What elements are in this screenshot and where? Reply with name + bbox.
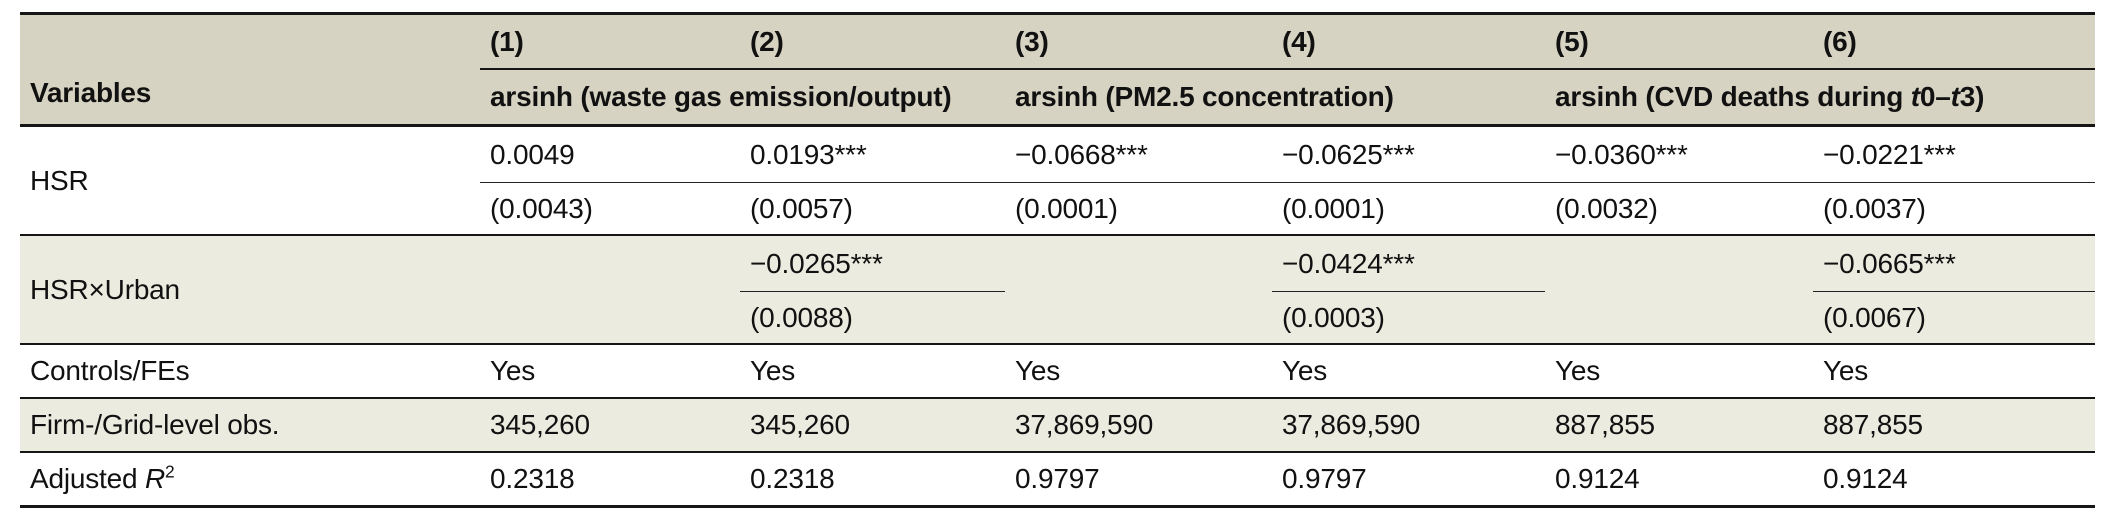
adj-r2-c5: 0.9124 xyxy=(1555,463,1640,494)
controls-row: Controls/FEs Yes Yes Yes Yes Yes Yes xyxy=(20,344,2095,399)
hsr-urban-coef-c2: −0.0265*** xyxy=(740,235,1005,292)
hsr-se-c5: (0.0032) xyxy=(1545,182,1813,236)
obs-c6: 887,855 xyxy=(1813,398,2095,453)
controls-c6: Yes xyxy=(1813,344,2095,399)
row-label-hsr: HSR xyxy=(20,125,480,236)
hsr-se-c4: (0.0001) xyxy=(1272,182,1545,236)
adj-r2-exponent: 2 xyxy=(164,461,175,482)
variables-header: Variables xyxy=(20,13,480,127)
group-cvd-close: 3) xyxy=(1959,81,1985,112)
adj-r2-c2: 0.2318 xyxy=(750,463,835,494)
row-label-controls: Controls/FEs xyxy=(20,344,480,399)
col-header-1: (1) xyxy=(480,13,740,70)
hsr-coef-c3: −0.0668*** xyxy=(1005,125,1272,183)
adj-r2-c4: 0.9797 xyxy=(1282,463,1367,494)
hsr-urban-se-c2: (0.0088) xyxy=(740,291,1005,345)
obs-c2: 345,260 xyxy=(740,398,1005,453)
hsr-urban-coef-c6: −0.0665*** xyxy=(1813,235,2095,292)
hsr-urban-coef-row: HSR×Urban −0.0265*** −0.0424*** −0.0665*… xyxy=(20,235,2095,345)
hsr-se-row: (0.0043) (0.0057) (0.0001) (0.0001) (0.0… xyxy=(20,182,2095,236)
controls-c3: Yes xyxy=(1005,344,1272,399)
hsr-coef-c2: 0.0193*** xyxy=(740,125,1005,183)
hsr-urban-coef-c4: −0.0424*** xyxy=(1272,235,1545,292)
hsr-se-c3: (0.0001) xyxy=(1005,182,1272,236)
hsr-se-c1: (0.0043) xyxy=(480,182,740,236)
adj-r2-text: Adjusted xyxy=(30,463,145,494)
hsr-coef-row: HSR 0.0049 0.0193*** −0.0668*** −0.0625*… xyxy=(20,125,2095,236)
group-header-cvd: arsinh (CVD deaths during t0–t3) xyxy=(1545,69,2095,127)
observations-row: Firm-/Grid-level obs. 345,260 345,260 37… xyxy=(20,398,2095,453)
col-header-6: (6) xyxy=(1813,13,2095,70)
col-header-5: (5) xyxy=(1545,13,1813,70)
group-cvd-t0: t xyxy=(1910,81,1920,112)
hsr-urban-se-c5 xyxy=(1545,291,1813,345)
hsr-urban-coef-c3 xyxy=(1005,235,1272,292)
adj-r2-c3: 0.9797 xyxy=(1015,463,1100,494)
group-cvd-dash: 0– xyxy=(1919,81,1951,112)
group-cvd-text: arsinh (CVD deaths during xyxy=(1555,81,1911,112)
hsr-coef-c1: 0.0049 xyxy=(480,125,740,183)
obs-c1: 345,260 xyxy=(480,398,740,453)
group-cvd-t3: t xyxy=(1950,81,1960,112)
dep-var-group-row: arsinh (waste gas emission/output) arsin… xyxy=(20,69,2095,127)
hsr-urban-coef-c5 xyxy=(1545,235,1813,292)
hsr-se-c6: (0.0037) xyxy=(1813,182,2095,236)
adj-r2-c1: 0.2318 xyxy=(490,463,575,494)
obs-c3: 37,869,590 xyxy=(1005,398,1272,453)
hsr-urban-se-c3 xyxy=(1005,291,1272,345)
controls-c2: Yes xyxy=(740,344,1005,399)
adj-r2-c6: 0.9124 xyxy=(1823,463,1908,494)
column-number-row: Variables (1) (2) (3) (4) (5) (6) xyxy=(20,13,2095,127)
controls-c1: Yes xyxy=(480,344,740,399)
obs-c5: 887,855 xyxy=(1545,398,1813,453)
hsr-urban-se-c4: (0.0003) xyxy=(1272,291,1545,345)
hsr-urban-se-c1 xyxy=(480,291,740,345)
controls-c5: Yes xyxy=(1545,344,1813,399)
hsr-coef-c4: −0.0625*** xyxy=(1272,125,1545,183)
row-label-adjusted-r2: Adjusted R2 xyxy=(20,452,480,507)
group-header-waste-gas: arsinh (waste gas emission/output) xyxy=(480,69,1005,127)
hsr-coef-c5: −0.0360*** xyxy=(1545,125,1813,183)
adjusted-r2-row: Adjusted R2 0.2318 0.2318 0.9797 0.9797 … xyxy=(20,452,2095,507)
obs-c4: 37,869,590 xyxy=(1272,398,1545,453)
controls-c4: Yes xyxy=(1272,344,1545,399)
hsr-urban-se-c6: (0.0067) xyxy=(1813,291,2095,345)
hsr-urban-coef-c1 xyxy=(480,235,740,292)
row-label-observations: Firm-/Grid-level obs. xyxy=(20,398,480,453)
col-header-4: (4) xyxy=(1272,13,1545,70)
regression-table: Variables (1) (2) (3) (4) (5) (6) arsinh… xyxy=(20,12,2095,508)
group-header-pm25: arsinh (PM2.5 concentration) xyxy=(1005,69,1545,127)
adj-r2-r: R xyxy=(144,463,165,494)
hsr-se-c2: (0.0057) xyxy=(740,182,1005,236)
row-label-hsr-urban: HSR×Urban xyxy=(20,235,480,345)
hsr-urban-se-row: (0.0088) (0.0003) (0.0067) xyxy=(20,291,2095,345)
col-header-2: (2) xyxy=(740,13,1005,70)
hsr-coef-c6: −0.0221*** xyxy=(1813,125,2095,183)
col-header-3: (3) xyxy=(1005,13,1272,70)
